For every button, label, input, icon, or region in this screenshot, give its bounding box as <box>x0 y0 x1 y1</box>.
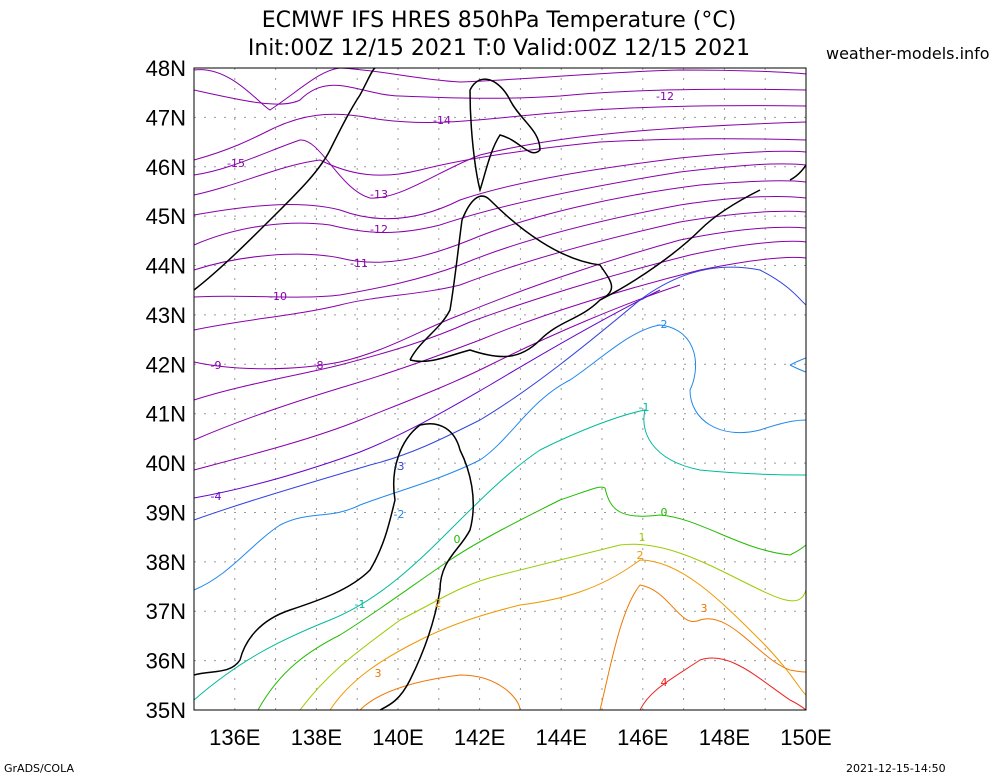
contour-value-label: -9 <box>211 359 222 372</box>
contour-value-label: 0 <box>454 533 461 546</box>
brand-label: weather-models.info <box>826 44 990 63</box>
contour-line <box>193 226 807 370</box>
lat-tick-label: 42N <box>146 352 186 377</box>
lat-tick-label: 43N <box>146 303 186 328</box>
lon-tick-label: 148E <box>699 725 750 750</box>
contour-line <box>193 105 807 161</box>
contour-value-label: -1 <box>639 401 650 414</box>
contour-value-label: -4 <box>211 490 222 503</box>
contour-line <box>193 195 807 298</box>
contour-value-label: -15 <box>227 157 245 170</box>
lat-tick-label: 37N <box>146 599 186 624</box>
contour-value-label: -10 <box>269 290 287 303</box>
contour-line <box>359 584 807 711</box>
contour-line <box>193 121 807 199</box>
contour-value-label: 2 <box>435 597 442 610</box>
contour-line <box>193 150 807 220</box>
contour-value-label: 4 <box>661 676 668 689</box>
lon-tick-label: 150E <box>780 725 831 750</box>
footer-timestamp: 2021-12-15-14:50 <box>846 762 946 775</box>
contour-label-layer: -12-14-15-13-12-11-10-9 -8-4-3-2-2-1-100 1… <box>211 90 708 689</box>
contour-line <box>193 163 807 246</box>
sakhalin-coast <box>469 78 541 193</box>
contour-lines <box>193 67 807 711</box>
contour-value-label: -11 <box>350 257 368 270</box>
map-title-line1: ECMWF IFS HRES 850hPa Temperature (°C) <box>261 8 737 33</box>
lat-tick-label: 38N <box>146 550 186 575</box>
lat-tick-label: 40N <box>146 451 186 476</box>
contour-line <box>639 657 807 711</box>
contour-line <box>257 486 807 711</box>
contour-line <box>193 284 681 471</box>
contour-line <box>193 409 807 701</box>
lon-tick-label: 138E <box>291 725 342 750</box>
lat-tick-label: 46N <box>146 155 186 180</box>
lon-tick-label: 142E <box>454 725 505 750</box>
contour-value-label: -14 <box>433 114 451 127</box>
lon-tick-label: 140E <box>372 725 423 750</box>
contour-line <box>193 324 807 591</box>
lat-tick-label: 36N <box>146 649 186 674</box>
contour-value-label: 2 <box>637 549 644 562</box>
lat-tick-label: 39N <box>146 500 186 525</box>
axis-labels: 48N 47N 46N 45N 44N 43N 42N 41N 40N 39N 38N 37N 36N 3… <box>146 56 832 750</box>
contour-line <box>193 138 807 196</box>
contour-value-label: 3 <box>701 602 708 615</box>
contour-line <box>193 256 807 441</box>
contour-value-label: -12 <box>370 223 388 236</box>
contour-value-label: 0 <box>661 506 668 519</box>
japan-honshu-coast <box>193 423 475 711</box>
lat-tick-label: 35N <box>146 698 186 723</box>
contour-value-label: -12 <box>656 90 674 103</box>
lat-tick-label: 44N <box>146 254 186 279</box>
contour-value-label: 1 <box>639 531 646 544</box>
coastline <box>193 67 807 711</box>
contour-line <box>193 210 807 331</box>
lat-tick-label: 48N <box>146 56 186 81</box>
contour-value-label: -8 <box>313 359 324 372</box>
contour-value-label: -3 <box>394 460 405 473</box>
contour-line <box>193 289 661 499</box>
contour-line <box>193 180 807 271</box>
contour-value-label: -2 <box>394 508 405 521</box>
contour-line <box>193 84 807 105</box>
asia-mainland-coast <box>193 67 376 291</box>
map-frame <box>193 67 807 711</box>
contour-value-label: 3 <box>375 667 382 680</box>
footer-software-label: GrADS/COLA <box>4 762 74 775</box>
lon-tick-label: 136E <box>209 725 260 750</box>
lat-tick-label: 47N <box>146 105 186 130</box>
contour-line <box>193 67 807 111</box>
contour-line <box>789 357 807 373</box>
contour-line <box>193 266 807 521</box>
contour-line <box>193 240 807 401</box>
map-title-line2: Init:00Z 12/15 2021 T:0 Valid:00Z 12/15 … <box>247 36 751 61</box>
japan-hokkaido-coast <box>409 195 613 362</box>
contour-value-label: -2 <box>657 318 668 331</box>
lon-tick-label: 146E <box>617 725 668 750</box>
contour-value-label: -13 <box>370 188 388 201</box>
lon-tick-label: 144E <box>536 725 587 750</box>
contour-line <box>329 559 807 711</box>
lat-tick-label: 41N <box>146 402 186 427</box>
lat-tick-label: 45N <box>146 204 186 229</box>
contour-value-label: -1 <box>355 598 366 611</box>
lat-lon-grid <box>194 67 807 711</box>
contour-line <box>299 543 807 711</box>
